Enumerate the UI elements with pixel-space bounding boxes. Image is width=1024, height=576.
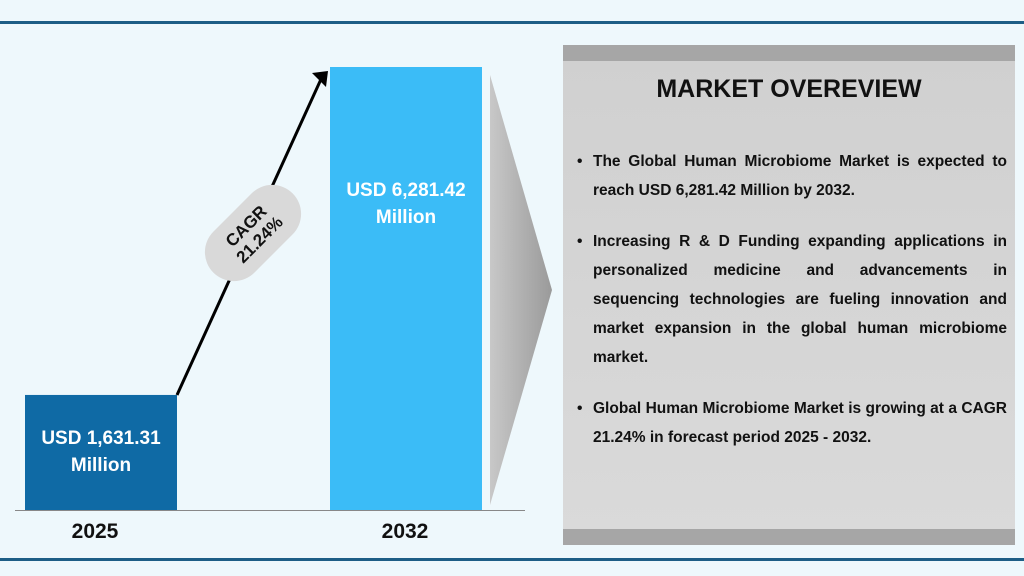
bullet: The Global Human Microbiome Market is ex… bbox=[575, 147, 1007, 205]
bullet: Increasing R & D Funding expanding appli… bbox=[575, 227, 1007, 372]
panel-band bbox=[563, 529, 1015, 545]
chevron bbox=[490, 75, 552, 505]
x-tick-label: 2025 bbox=[71, 520, 119, 543]
value-label: USD 1,631.31 Million bbox=[41, 428, 161, 477]
bar bbox=[330, 67, 482, 510]
overview-panel: MARKET OVEREVIEW The Global Human Microb… bbox=[563, 45, 1015, 545]
top-rule bbox=[0, 21, 1024, 24]
bullet-list: The Global Human Microbiome Market is ex… bbox=[575, 147, 1007, 474]
x-tick-label: 2032 bbox=[381, 520, 429, 543]
bottom-rule bbox=[0, 558, 1024, 561]
arrow-head bbox=[312, 71, 328, 87]
bar bbox=[25, 394, 177, 510]
panel-band bbox=[563, 45, 1015, 61]
overview-title: MARKET OVEREVIEW bbox=[656, 75, 922, 103]
value-label: USD 6,281.42 Million bbox=[346, 180, 466, 228]
bullet: Global Human Microbiome Market is growin… bbox=[575, 394, 1007, 452]
